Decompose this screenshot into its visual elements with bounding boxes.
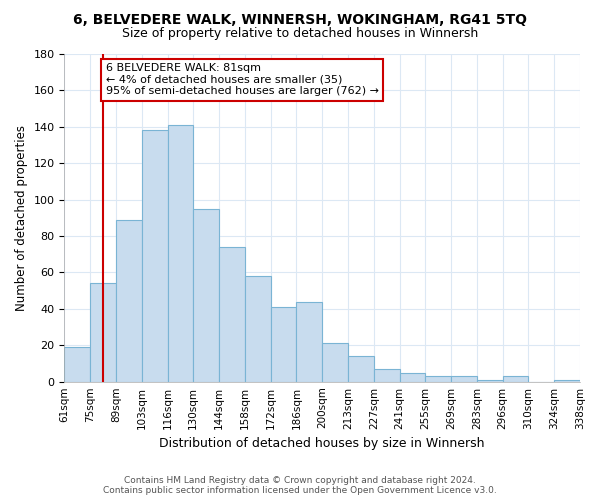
- Bar: [219, 247, 245, 382]
- Bar: [245, 276, 271, 382]
- Bar: [425, 376, 451, 382]
- Bar: [477, 380, 503, 382]
- Bar: [142, 130, 167, 382]
- Bar: [271, 307, 296, 382]
- Bar: [90, 284, 116, 382]
- Text: 6 BELVEDERE WALK: 81sqm
← 4% of detached houses are smaller (35)
95% of semi-det: 6 BELVEDERE WALK: 81sqm ← 4% of detached…: [106, 63, 379, 96]
- Bar: [116, 220, 142, 382]
- Bar: [193, 208, 219, 382]
- Bar: [64, 347, 90, 382]
- Text: Size of property relative to detached houses in Winnersh: Size of property relative to detached ho…: [122, 28, 478, 40]
- Bar: [400, 372, 425, 382]
- Text: Contains HM Land Registry data © Crown copyright and database right 2024.
Contai: Contains HM Land Registry data © Crown c…: [103, 476, 497, 495]
- Bar: [554, 380, 580, 382]
- Text: 6, BELVEDERE WALK, WINNERSH, WOKINGHAM, RG41 5TQ: 6, BELVEDERE WALK, WINNERSH, WOKINGHAM, …: [73, 12, 527, 26]
- X-axis label: Distribution of detached houses by size in Winnersh: Distribution of detached houses by size …: [160, 437, 485, 450]
- Bar: [503, 376, 529, 382]
- Bar: [322, 344, 348, 382]
- Bar: [167, 125, 193, 382]
- Bar: [374, 369, 400, 382]
- Bar: [348, 356, 374, 382]
- Y-axis label: Number of detached properties: Number of detached properties: [15, 125, 28, 311]
- Bar: [451, 376, 477, 382]
- Bar: [296, 302, 322, 382]
